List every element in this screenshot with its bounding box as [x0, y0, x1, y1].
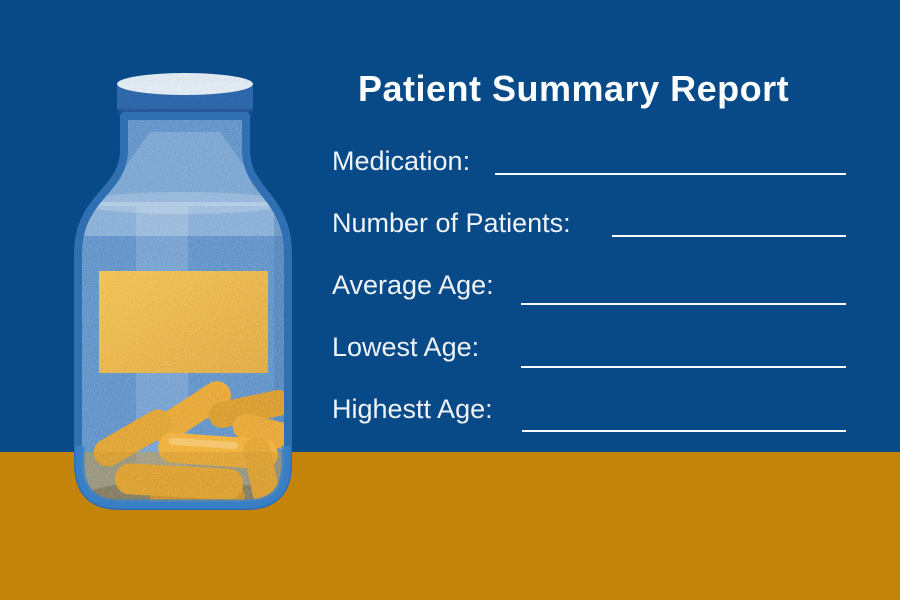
number-of-patients-field-line[interactable] [612, 235, 846, 237]
medication-label: Medication: [332, 146, 471, 176]
medication-field-line[interactable] [495, 173, 846, 175]
number-of-patients-label: Number of Patients: [332, 208, 571, 238]
lowest-age-field-line[interactable] [521, 366, 846, 368]
highest-age-label: Highestt Age: [332, 394, 493, 424]
highest-age-field-line[interactable] [522, 430, 846, 432]
page-title: Patient Summary Report [358, 68, 790, 109]
average-age-field-line[interactable] [521, 303, 846, 305]
bottle-cap [117, 73, 253, 117]
average-age-label: Average Age: [332, 270, 494, 300]
pill-bottle-icon [58, 73, 306, 522]
lowest-age-label: Lowest Age: [332, 332, 480, 362]
